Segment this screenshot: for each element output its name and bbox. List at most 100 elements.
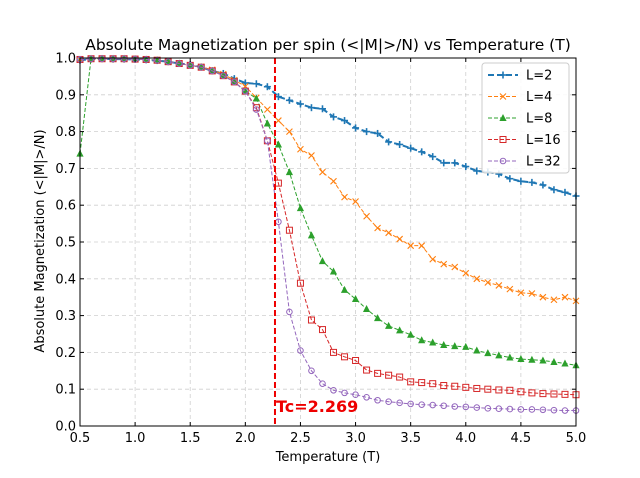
legend-item: L=16 xyxy=(488,133,561,148)
data-point xyxy=(253,106,260,113)
x-axis-ticks: 0.5 1.0 1.5 2.0 2.5 3.0 3.5 4.0 4.5 5.0 xyxy=(70,58,586,446)
data-point xyxy=(506,175,514,183)
data-point xyxy=(208,67,216,75)
y-tick-label: 0.0 xyxy=(55,420,76,435)
data-point xyxy=(87,55,95,63)
data-point xyxy=(219,72,227,79)
x-tick-label: 1.5 xyxy=(180,431,201,446)
data-point xyxy=(396,373,404,381)
legend-swatch-marker xyxy=(499,114,507,121)
y-tick-label: 0.1 xyxy=(55,383,76,398)
data-point xyxy=(275,117,282,124)
legend-item: L=32 xyxy=(488,155,561,170)
data-point xyxy=(241,87,249,95)
data-point xyxy=(274,179,282,187)
data-point xyxy=(363,212,370,220)
data-point xyxy=(407,144,415,152)
data-point xyxy=(396,326,404,334)
data-point xyxy=(451,159,459,167)
data-point xyxy=(142,56,150,63)
data-point xyxy=(98,55,106,63)
data-point xyxy=(263,119,271,127)
legend-swatch-marker xyxy=(499,93,507,100)
data-point xyxy=(550,390,558,398)
data-point xyxy=(407,242,415,250)
data-point xyxy=(120,55,128,63)
data-point xyxy=(429,380,437,388)
data-point xyxy=(495,351,503,359)
data-point xyxy=(528,389,536,397)
data-point xyxy=(462,342,470,350)
data-point xyxy=(517,177,525,185)
legend-box xyxy=(481,62,570,174)
y-tick-label: 1.0 xyxy=(55,52,76,67)
data-point xyxy=(407,400,414,408)
data-point xyxy=(186,62,194,69)
data-point xyxy=(109,55,117,63)
data-point xyxy=(451,263,459,271)
data-point xyxy=(561,359,569,367)
legend-label: L=2 xyxy=(526,69,552,84)
data-point xyxy=(307,104,315,112)
y-tick-label: 0.8 xyxy=(55,125,76,140)
data-point xyxy=(374,224,381,232)
legend-item: L=2 xyxy=(488,69,552,84)
y-axis-ticks: 0.0 0.1 0.2 0.3 0.4 0.5 0.6 0.7 0.8 0.9 1.0 xyxy=(55,52,576,435)
data-point xyxy=(330,177,337,185)
legend-swatch-marker xyxy=(499,71,507,79)
data-point xyxy=(362,304,371,312)
data-point xyxy=(473,275,481,283)
data-point xyxy=(550,186,558,194)
chart-title: Absolute Magnetization per spin (<|M|>/N… xyxy=(85,36,571,54)
data-point xyxy=(495,386,503,394)
data-point xyxy=(351,295,360,303)
data-point xyxy=(330,387,337,394)
x-tick-label: 1.0 xyxy=(125,431,146,446)
data-point xyxy=(318,105,326,113)
series-line xyxy=(79,58,577,366)
y-axis-title: Absolute Magnetization (<|M|>/N) xyxy=(33,129,48,352)
data-point xyxy=(550,357,558,365)
data-point xyxy=(528,406,536,413)
data-point xyxy=(517,406,525,413)
data-point xyxy=(263,83,271,91)
data-point xyxy=(550,406,558,414)
data-point xyxy=(561,390,569,398)
series-line xyxy=(79,58,577,302)
data-point xyxy=(451,382,459,390)
data-point xyxy=(352,356,360,364)
data-point xyxy=(374,314,382,322)
data-point xyxy=(307,316,315,324)
series-l32 xyxy=(76,55,580,414)
data-point xyxy=(429,255,437,263)
data-point xyxy=(429,338,437,346)
data-point xyxy=(341,389,348,397)
y-tick-label: 0.5 xyxy=(55,236,76,251)
x-tick-label: 0.5 xyxy=(70,431,91,446)
data-point xyxy=(473,346,481,354)
data-point xyxy=(308,152,315,159)
data-point xyxy=(329,267,338,275)
data-point xyxy=(440,260,448,268)
data-point xyxy=(561,407,569,414)
data-point xyxy=(374,396,381,404)
data-point xyxy=(407,330,415,338)
data-point xyxy=(418,148,426,156)
data-point xyxy=(418,401,425,408)
data-point xyxy=(341,117,349,125)
data-point xyxy=(407,378,415,386)
data-point xyxy=(539,181,547,189)
data-point xyxy=(506,285,514,293)
legend-item: L=4 xyxy=(488,90,552,105)
data-point xyxy=(396,235,404,243)
x-tick-label: 3.0 xyxy=(345,431,366,446)
data-point xyxy=(175,60,183,67)
x-tick-label: 4.0 xyxy=(455,431,476,446)
data-point xyxy=(296,100,304,108)
data-point xyxy=(164,57,172,65)
data-point xyxy=(264,137,271,145)
data-point xyxy=(484,385,492,393)
data-point xyxy=(517,388,525,396)
data-point xyxy=(440,402,448,410)
x-tick-label: 2.5 xyxy=(290,431,311,446)
